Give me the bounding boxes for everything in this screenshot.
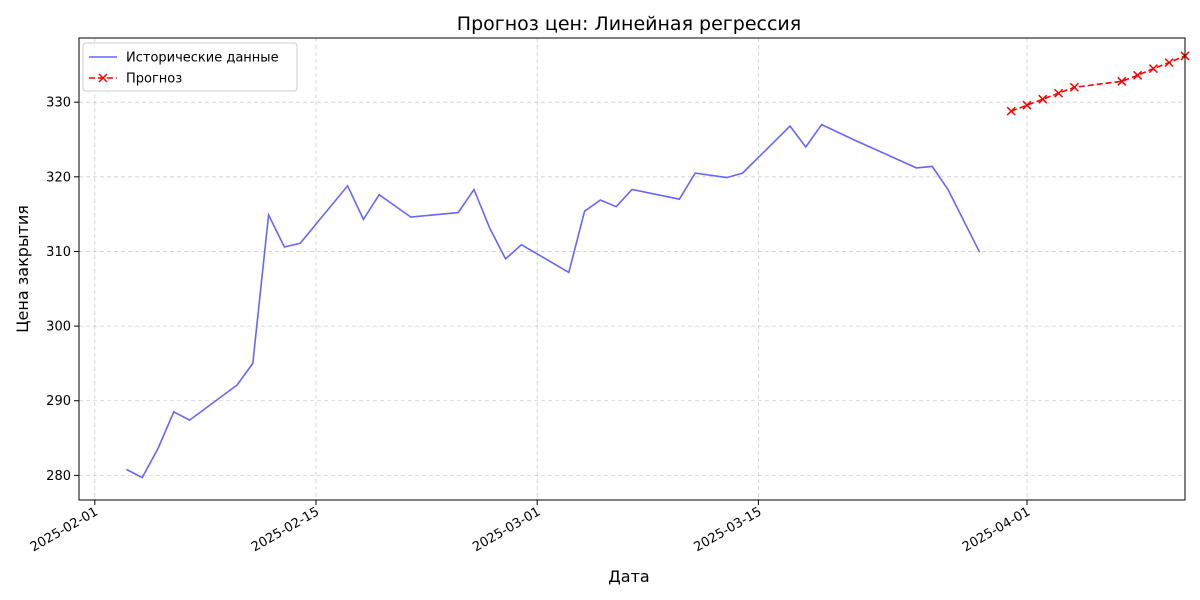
forecast-point xyxy=(1038,94,1048,104)
forecast-point xyxy=(1164,58,1174,68)
x-tick-label: 2025-03-15 xyxy=(691,504,764,555)
y-tick-label: 310 xyxy=(46,245,71,260)
forecast-point xyxy=(1006,106,1016,116)
chart-title: Прогноз цен: Линейная регрессия xyxy=(457,13,801,35)
y-tick-label: 290 xyxy=(46,394,71,409)
plot-frame xyxy=(78,37,1186,501)
legend-item: Прогноз xyxy=(89,72,182,87)
y-tick-label: 330 xyxy=(46,96,71,111)
forecast-point xyxy=(1069,82,1079,92)
series-forecast xyxy=(1006,51,1190,116)
x-tick-label: 2025-04-01 xyxy=(960,504,1033,555)
series-historical xyxy=(126,123,981,479)
forecast-point xyxy=(1133,70,1143,80)
x-axis: 2025-02-01 2025-02-15 2025-03-01 2025-03-15… xyxy=(28,500,1033,555)
grid xyxy=(79,38,1185,500)
x-tick-label: 2025-02-01 xyxy=(28,504,101,555)
x-axis-title: Дата xyxy=(608,567,649,586)
x-tick-label: 2025-03-01 xyxy=(470,504,543,555)
y-tick-label: 320 xyxy=(46,170,71,185)
series-line xyxy=(126,123,981,479)
y-tick-label: 300 xyxy=(46,320,71,335)
y-axis-title: Цена закрытия xyxy=(13,205,32,333)
legend-box xyxy=(82,42,298,92)
y-axis: 280 290 300 310 320 330 xyxy=(46,96,79,484)
legend-label: Прогноз xyxy=(126,72,182,87)
forecast-point xyxy=(1022,100,1032,110)
y-tick-label: 280 xyxy=(46,469,71,484)
x-tick-label: 2025-02-15 xyxy=(249,504,322,555)
forecast-point xyxy=(1054,88,1064,98)
legend-label: Исторические данные xyxy=(126,51,279,66)
forecast-point xyxy=(1117,76,1127,86)
legend-marker xyxy=(98,73,108,83)
legend-item: Исторические данные xyxy=(89,51,279,66)
forecast-point xyxy=(1148,64,1158,74)
series-line xyxy=(1010,55,1186,112)
legend: Исторические данные Прогноз xyxy=(82,42,298,92)
series-layer xyxy=(126,51,1190,479)
